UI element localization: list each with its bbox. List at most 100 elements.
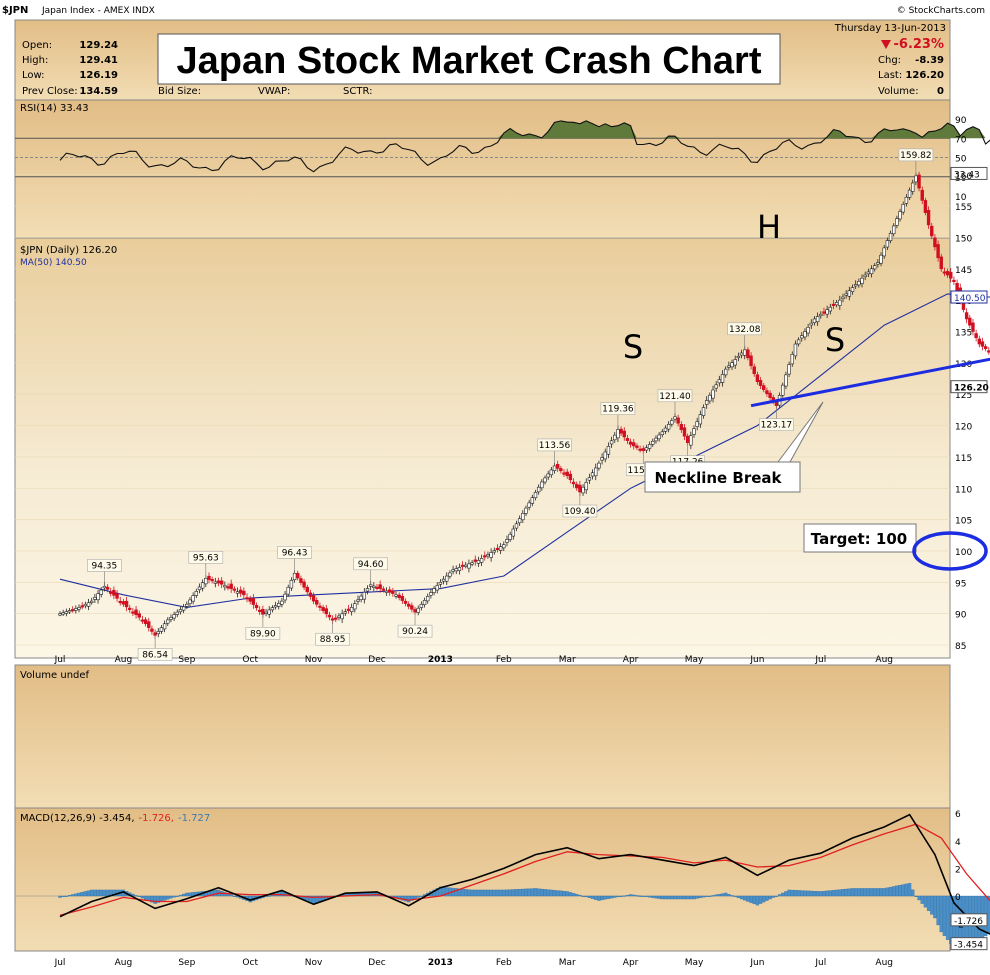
macd-hist-bar: [407, 895, 411, 903]
macd-hist-bar: [920, 895, 924, 904]
candle-body: [809, 322, 813, 326]
candle-body: [143, 619, 148, 625]
candle-body: [492, 550, 496, 553]
macd-hist-bar: [578, 894, 582, 897]
candle-body: [251, 598, 256, 605]
macd-line: [59, 813, 990, 935]
macd-hist-bar: [486, 889, 490, 897]
candle-body: [200, 582, 205, 589]
macd-hist-bar: [540, 888, 544, 897]
macd-hist-bar: [857, 888, 861, 897]
price-x-tick: Jul: [814, 655, 826, 665]
macd-hist-bar: [714, 894, 718, 897]
candle-body: [603, 451, 607, 460]
candle-body: [555, 463, 560, 469]
candle-body: [181, 606, 186, 611]
candle-body: [743, 349, 747, 356]
macd-hist-bar: [806, 890, 810, 897]
candle-body: [384, 590, 389, 593]
macd-hist-bar: [686, 895, 690, 900]
target-text: Target: 100: [811, 530, 907, 548]
candle-body: [831, 303, 836, 306]
candle-body: [153, 632, 157, 636]
macd-hist-bar: [600, 895, 604, 901]
macd-hist-bar: [828, 890, 832, 897]
candle-body: [483, 555, 487, 558]
macd-hist-bar: [930, 895, 934, 915]
candle-body: [70, 609, 75, 612]
macd-hist-bar: [229, 894, 233, 897]
macd-hist-bar: [483, 889, 487, 897]
macd-hist-bar: [416, 895, 420, 898]
head-label: H: [757, 208, 781, 246]
price-legend: $JPN (Daily) 126.20: [20, 245, 117, 256]
macd-hist-bar: [850, 888, 855, 897]
price-y-tick: 120: [955, 423, 972, 433]
candle-body: [746, 349, 750, 359]
macd-hist-bar: [498, 889, 503, 897]
candle-body: [562, 472, 566, 475]
macd-hist-bar: [546, 889, 550, 897]
macd-hist-bar: [581, 895, 585, 897]
candle-body: [590, 472, 595, 477]
macd-hist-bar: [521, 888, 525, 897]
candle-body: [210, 579, 214, 582]
candle-body: [701, 407, 706, 416]
annotation-label: 113.56: [539, 441, 571, 451]
annotation-label: 123.17: [761, 421, 793, 431]
candle-body: [112, 589, 116, 596]
macd-hist-bar: [793, 890, 798, 897]
macd-hist-bar: [460, 888, 465, 897]
candle-body: [86, 602, 91, 607]
macd-hist-bar: [514, 889, 519, 897]
price-y-tick: 160: [955, 172, 972, 182]
macd-hist-bar: [90, 889, 94, 897]
candle-body: [175, 611, 179, 615]
candle-body: [473, 559, 477, 562]
candle-body: [689, 435, 693, 446]
annotation-label: 119.36: [602, 405, 634, 415]
candle-body: [644, 447, 649, 451]
candle-body: [568, 473, 573, 481]
macd-hist-bar: [492, 889, 496, 897]
macd-hist-bar: [64, 895, 68, 897]
candle-body: [717, 379, 722, 384]
macd-hist-bar: [470, 889, 474, 897]
annotation-box: [759, 418, 794, 431]
macd-hist-bar: [692, 895, 696, 900]
macd-hist-bar: [695, 895, 699, 899]
candle-body: [926, 210, 931, 226]
macd-hist-bar: [172, 895, 176, 898]
candle-body: [844, 293, 848, 296]
annotation-box: [537, 438, 572, 452]
macd-hist-bar: [156, 895, 160, 903]
low-value: 126.19: [79, 70, 118, 81]
price-x-tick: Oct: [242, 655, 258, 665]
candle-body: [540, 481, 544, 489]
macd-hist-bar: [701, 895, 706, 898]
macd-legend-hist: -1.727: [178, 813, 210, 824]
candle-body: [277, 603, 281, 607]
macd-hist-bar: [86, 890, 91, 897]
candle-body: [869, 268, 874, 275]
candle-body: [739, 352, 744, 356]
candle-body: [685, 435, 690, 444]
candle-body: [914, 175, 918, 183]
candle-body: [863, 274, 867, 278]
price-y-tick: 150: [955, 234, 972, 244]
price-y-tick: 105: [955, 517, 972, 527]
candle-body: [543, 477, 547, 483]
candle-body: [432, 588, 436, 593]
macd-hist-bar: [942, 895, 947, 936]
macd-hist-bar: [571, 893, 576, 897]
candle-body: [286, 586, 290, 595]
candle-body: [793, 343, 798, 357]
candle-body: [676, 417, 680, 424]
candle-body: [77, 607, 81, 610]
candle-body: [93, 597, 97, 600]
candle-body: [226, 586, 230, 589]
price-y-tick: 135: [955, 329, 972, 339]
candle-body: [784, 374, 788, 387]
macd-hist-bar: [464, 889, 468, 897]
